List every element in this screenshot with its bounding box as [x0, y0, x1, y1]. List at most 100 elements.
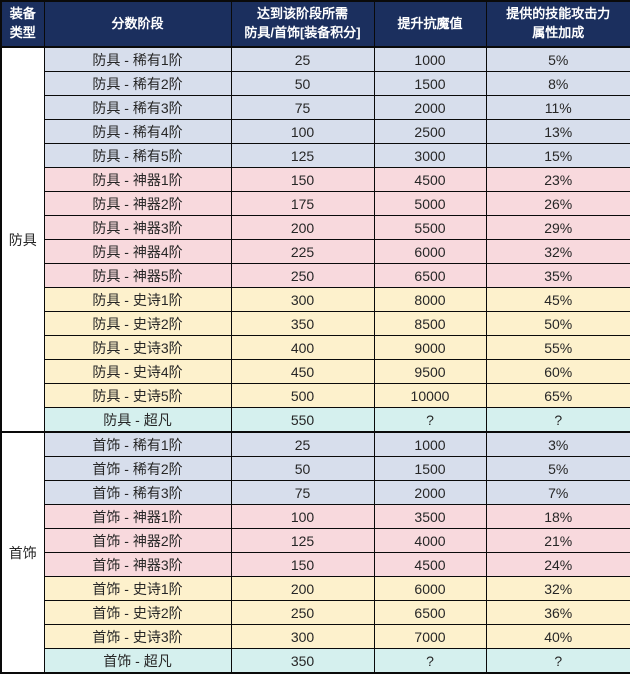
- header-row: 装备 类型 分数阶段 达到该阶段所需 防具/首饰[装备积分] 提升抗魔值 提供的…: [0, 0, 630, 48]
- cell-skill-bonus: 50%: [485, 311, 630, 336]
- table-row: 防具 - 史诗5阶 500 10000 65%: [1, 383, 630, 408]
- table-row: 首饰 - 稀有3阶 75 2000 7%: [1, 480, 630, 505]
- cell-required-points: 50: [230, 456, 375, 481]
- cell-required-points: 500: [230, 383, 375, 408]
- cell-required-points: 75: [230, 480, 375, 505]
- cell-resist-value: 2500: [373, 119, 487, 144]
- cell-skill-bonus: 60%: [485, 359, 630, 384]
- cell-resist-value: 7000: [373, 624, 487, 649]
- cell-score-stage: 防具 - 神器1阶: [43, 167, 232, 192]
- cell-score-stage: 首饰 - 史诗3阶: [43, 624, 232, 649]
- cell-required-points: 200: [230, 215, 375, 240]
- table-row: 防具 - 史诗3阶 400 9000 55%: [1, 335, 630, 360]
- cell-score-stage: 防具 - 史诗1阶: [43, 287, 232, 312]
- cell-required-points: 450: [230, 359, 375, 384]
- cell-score-stage: 防具 - 史诗5阶: [43, 383, 232, 408]
- cell-score-stage: 防具 - 稀有2阶: [43, 71, 232, 96]
- cell-score-stage: 防具 - 稀有3阶: [43, 95, 232, 120]
- cell-skill-bonus: 32%: [485, 576, 630, 601]
- cell-score-stage: 首饰 - 神器3阶: [43, 552, 232, 577]
- cell-skill-bonus: 29%: [485, 215, 630, 240]
- table-row: 防具 - 稀有3阶 75 2000 11%: [1, 95, 630, 120]
- cell-resist-value: 8500: [373, 311, 487, 336]
- table-row: 首饰 - 神器1阶 100 3500 18%: [1, 504, 630, 529]
- cell-required-points: 50: [230, 71, 375, 96]
- cell-required-points: 100: [230, 119, 375, 144]
- table-row: 首饰 - 史诗3阶 300 7000 40%: [1, 624, 630, 649]
- cell-skill-bonus: 5%: [485, 46, 630, 72]
- cell-resist-value: ?: [373, 648, 487, 674]
- cell-skill-bonus: 7%: [485, 480, 630, 505]
- cell-required-points: 300: [230, 624, 375, 649]
- cell-resist-value: 6000: [373, 239, 487, 264]
- cell-resist-value: 2000: [373, 95, 487, 120]
- cell-resist-value: 1000: [373, 46, 487, 72]
- cell-skill-bonus: 36%: [485, 600, 630, 625]
- cell-score-stage: 首饰 - 神器1阶: [43, 504, 232, 529]
- cell-resist-value: 10000: [373, 383, 487, 408]
- cell-required-points: 225: [230, 239, 375, 264]
- table-body: 防具 防具 - 稀有1阶 25 1000 5% 防具 - 稀有2阶 50 1500 8% 防具 -…: [0, 46, 630, 674]
- table-row: 防具 - 史诗2阶 350 8500 50%: [1, 311, 630, 336]
- cell-resist-value: 1000: [373, 431, 487, 457]
- cell-required-points: 250: [230, 600, 375, 625]
- table-row: 首饰 - 神器2阶 125 4000 21%: [1, 528, 630, 553]
- cell-skill-bonus: 32%: [485, 239, 630, 264]
- cell-skill-bonus: 15%: [485, 143, 630, 168]
- cell-score-stage: 首饰 - 稀有3阶: [43, 480, 232, 505]
- table-row: 首饰 - 超凡 350??: [1, 648, 630, 674]
- cell-resist-value: 2000: [373, 480, 487, 505]
- group-label-accessory: 首饰: [0, 431, 45, 674]
- cell-score-stage: 防具 - 神器4阶: [43, 239, 232, 264]
- table-row: 防具 - 史诗4阶 450 9500 60%: [1, 359, 630, 384]
- cell-score-stage: 首饰 - 史诗2阶: [43, 600, 232, 625]
- cell-resist-value: 6000: [373, 576, 487, 601]
- table-row: 防具 - 稀有4阶 100 2500 13%: [1, 119, 630, 144]
- cell-required-points: 25: [230, 46, 375, 72]
- cell-score-stage: 首饰 - 稀有1阶: [43, 431, 232, 457]
- header-skill-bonus: 提供的技能攻击力 属性加成: [485, 0, 630, 48]
- cell-skill-bonus: 40%: [485, 624, 630, 649]
- cell-required-points: 300: [230, 287, 375, 312]
- cell-resist-value: 1500: [373, 71, 487, 96]
- cell-required-points: 150: [230, 552, 375, 577]
- cell-skill-bonus: ?: [485, 648, 630, 674]
- cell-score-stage: 首饰 - 神器2阶: [43, 528, 232, 553]
- table-row: 防具 - 神器3阶 200 5500 29%: [1, 215, 630, 240]
- cell-skill-bonus: 23%: [485, 167, 630, 192]
- cell-resist-value: 4500: [373, 167, 487, 192]
- cell-resist-value: 1500: [373, 456, 487, 481]
- cell-skill-bonus: 5%: [485, 456, 630, 481]
- table-row: 防具 - 稀有2阶 50 1500 8%: [1, 71, 630, 96]
- cell-score-stage: 防具 - 稀有1阶: [43, 46, 232, 72]
- table-row: 防具 - 神器1阶 150 4500 23%: [1, 167, 630, 192]
- cell-resist-value: 8000: [373, 287, 487, 312]
- group-label-armor: 防具: [0, 46, 45, 433]
- cell-skill-bonus: 18%: [485, 504, 630, 529]
- table-row: 首饰 - 神器3阶 150 4500 24%: [1, 552, 630, 577]
- cell-required-points: 125: [230, 528, 375, 553]
- cell-score-stage: 防具 - 神器3阶: [43, 215, 232, 240]
- cell-resist-value: 4500: [373, 552, 487, 577]
- cell-resist-value: 9000: [373, 335, 487, 360]
- table-row: 防具 - 神器5阶 250 6500 35%: [1, 263, 630, 288]
- header-required-points: 达到该阶段所需 防具/首饰[装备积分]: [230, 0, 375, 48]
- table-row: 防具 - 超凡 550??: [1, 407, 630, 433]
- cell-required-points: 150: [230, 167, 375, 192]
- cell-resist-value: 3500: [373, 504, 487, 529]
- table-row: 防具 - 神器2阶 175 5000 26%: [1, 191, 630, 216]
- cell-required-points: 125: [230, 143, 375, 168]
- cell-skill-bonus: ?: [485, 407, 630, 433]
- cell-required-points: 25: [230, 431, 375, 457]
- table-row: 防具 - 史诗1阶 300 8000 45%: [1, 287, 630, 312]
- cell-required-points: 550: [230, 407, 375, 433]
- cell-skill-bonus: 3%: [485, 431, 630, 457]
- cell-required-points: 350: [230, 648, 375, 674]
- cell-required-points: 400: [230, 335, 375, 360]
- cell-resist-value: 9500: [373, 359, 487, 384]
- cell-score-stage: 防具 - 稀有5阶: [43, 143, 232, 168]
- cell-required-points: 350: [230, 311, 375, 336]
- cell-score-stage: 防具 - 史诗3阶: [43, 335, 232, 360]
- cell-skill-bonus: 21%: [485, 528, 630, 553]
